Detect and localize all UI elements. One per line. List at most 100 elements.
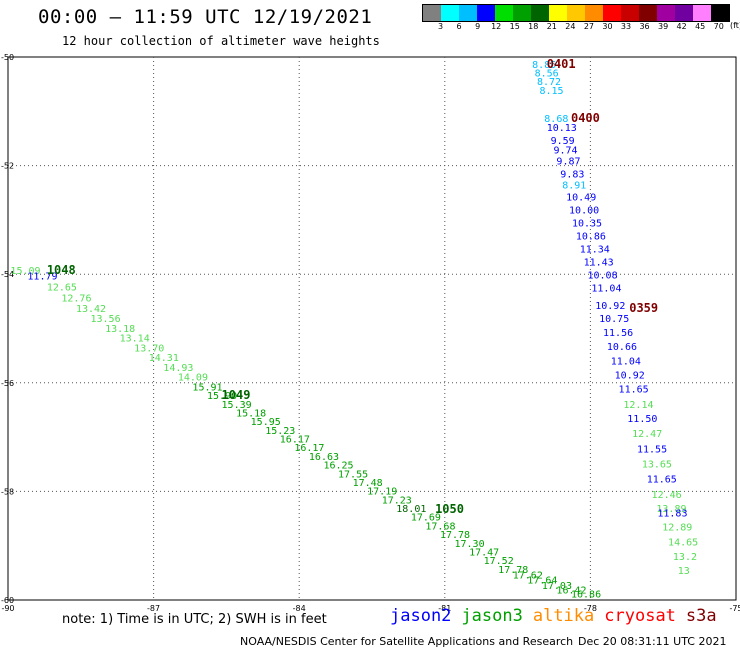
wave-height-jason3: 13.42 (76, 304, 106, 315)
color-scale-bar (422, 4, 730, 22)
y-tick-label: -52 (1, 162, 14, 171)
color-swatch-6 (531, 5, 549, 21)
wave-height-jason3: 17.68 (425, 521, 455, 532)
wave-height-s3a: 13 (678, 566, 690, 577)
wave-height-s3a: 12.14 (623, 400, 653, 411)
y-tick-label: -60 (1, 596, 14, 605)
wave-height-s3a: 10.75 (599, 314, 629, 325)
wave-height-s3a: 9.83 (560, 170, 584, 181)
wave-height-s3a: 12.47 (632, 429, 662, 440)
wave-height-jason3: 13.70 (134, 343, 164, 354)
y-tick-label: -54 (1, 270, 14, 279)
wave-height-jason3: 11.79 (27, 272, 57, 283)
wave-height-jason3: 12.76 (61, 293, 91, 304)
wave-height-jason3: 16.63 (309, 452, 339, 463)
color-scale-label: 3 (437, 22, 444, 31)
wave-height-s3a: 10.08 (587, 271, 617, 282)
color-scale-labels: 3 6 9 12 15 18 21 24 27 30 33 36 39 42 45 70 (422, 22, 728, 31)
color-swatch-11 (621, 5, 639, 21)
footer-credit: NOAA/NESDIS Center for Satellite Applica… (240, 635, 574, 648)
wave-height-s3a: 14.65 (668, 538, 698, 549)
color-swatch-9 (585, 5, 603, 21)
wave-height-s3a: 13.89 (656, 504, 686, 515)
x-tick-label: -78 (584, 604, 597, 613)
wave-height-s3a: 11.43 (584, 258, 614, 269)
chart-title: 00:00 – 11:59 UTC 12/19/2021 (38, 6, 373, 28)
color-scale-label: 33 (620, 22, 632, 31)
wave-height-jason3: 16.42 (556, 585, 586, 596)
wave-height-jason3: 16.17 (280, 435, 310, 446)
wave-height-s3a: 9.74 (554, 146, 578, 157)
wave-height-s3a: 10.49 (566, 192, 596, 203)
legend-s3a: s3a (685, 606, 717, 626)
color-swatch-14 (675, 5, 693, 21)
wave-height-s3a: 12.46 (652, 490, 682, 501)
legend-cryosat: cryosat (604, 606, 676, 626)
pass-time-label: 0400 (571, 111, 600, 125)
color-swatch-8 (567, 5, 585, 21)
wave-height-jason3: 17.55 (338, 469, 368, 480)
color-scale-label: 45 (695, 22, 706, 31)
wave-height-jason3: 17.62 (513, 570, 543, 581)
color-scale-label: 18 (528, 22, 539, 31)
wave-height-s3a: 11.65 (619, 385, 649, 396)
color-swatch-1 (441, 5, 459, 21)
wave-height-s3a: 10.35 (572, 218, 602, 229)
y-tick-label: -56 (1, 379, 14, 388)
wave-height-s3a: 10.92 (595, 301, 625, 312)
color-swatch-15 (693, 5, 711, 21)
wave-height-jason3: 17.30 (455, 539, 485, 550)
wave-height-s3a: 11.83 (657, 508, 687, 519)
legend-jason2: jason2 (390, 606, 452, 626)
y-tick-label: -58 (1, 487, 14, 496)
wave-height-jason3: 13.56 (91, 314, 121, 325)
color-scale-label: 36 (639, 22, 650, 31)
color-scale-label: 9 (475, 22, 481, 31)
satellite-legend: jason2 jason3 altika cryosat s3a (390, 606, 727, 626)
wave-height-s3a: 13.2 (673, 552, 697, 563)
wave-height-s3a: 11.34 (580, 244, 610, 255)
wave-height-jason3: 17.52 (484, 556, 514, 567)
wave-height-jason3: 16.86 (571, 589, 601, 600)
color-scale-label: 6 (456, 22, 462, 31)
wave-height-jason3: 15.91 (192, 382, 222, 393)
color-swatch-5 (513, 5, 531, 21)
wave-height-jason3: 12.65 (47, 282, 77, 293)
wave-height-s3a: 10.66 (607, 342, 637, 353)
color-scale-label: 30 (602, 22, 613, 31)
wave-height-jason3: 13.14 (120, 334, 150, 345)
wave-height-s3a: 10.00 (569, 205, 599, 216)
legend-jason3: jason3 (461, 606, 523, 626)
y-tick-label: -50 (1, 53, 14, 62)
wave-height-jason3: 15.23 (265, 426, 295, 437)
wave-height-jason3: 17.78 (440, 530, 470, 541)
color-swatch-2 (459, 5, 477, 21)
wave-height-jason3: 17.78 (498, 565, 528, 576)
wave-height-s3a: 8.85 (532, 60, 556, 71)
wave-height-s3a: 13.65 (642, 460, 672, 471)
wave-height-s3a: 10.92 (615, 370, 645, 381)
wave-height-jason3: 17.03 (542, 581, 572, 592)
x-tick-label: -75 (729, 604, 740, 613)
pass-time-label: 1050 (435, 502, 464, 516)
color-scale-label: 21 (546, 22, 557, 31)
wave-height-s3a: 10.13 (547, 123, 577, 134)
wave-height-s3a: 8.72 (537, 77, 561, 88)
wave-height-s3a: 8.68 (544, 114, 568, 125)
wave-height-s3a: 11.50 (627, 414, 657, 425)
chart-subtitle: 12 hour collection of altimeter wave hei… (62, 34, 380, 48)
wave-height-jason3: 18.01 (396, 504, 426, 515)
wave-height-jason3: 17.19 (367, 487, 397, 498)
wave-height-jason3: 13.18 (105, 324, 135, 335)
wave-height-s3a: 10.86 (576, 231, 606, 242)
wave-height-jason3: 15.09 (10, 266, 40, 277)
color-swatch-4 (495, 5, 513, 21)
footer-timestamp: Dec 20 08:31:11 UTC 2021 (578, 635, 727, 648)
wave-height-jason3: 14.09 (178, 373, 208, 384)
color-swatch-12 (639, 5, 657, 21)
color-scale-label: 15 (509, 22, 520, 31)
wave-height-jason3: 14.93 (163, 363, 193, 374)
color-swatch-3 (477, 5, 495, 21)
plot-frame (7, 56, 737, 601)
